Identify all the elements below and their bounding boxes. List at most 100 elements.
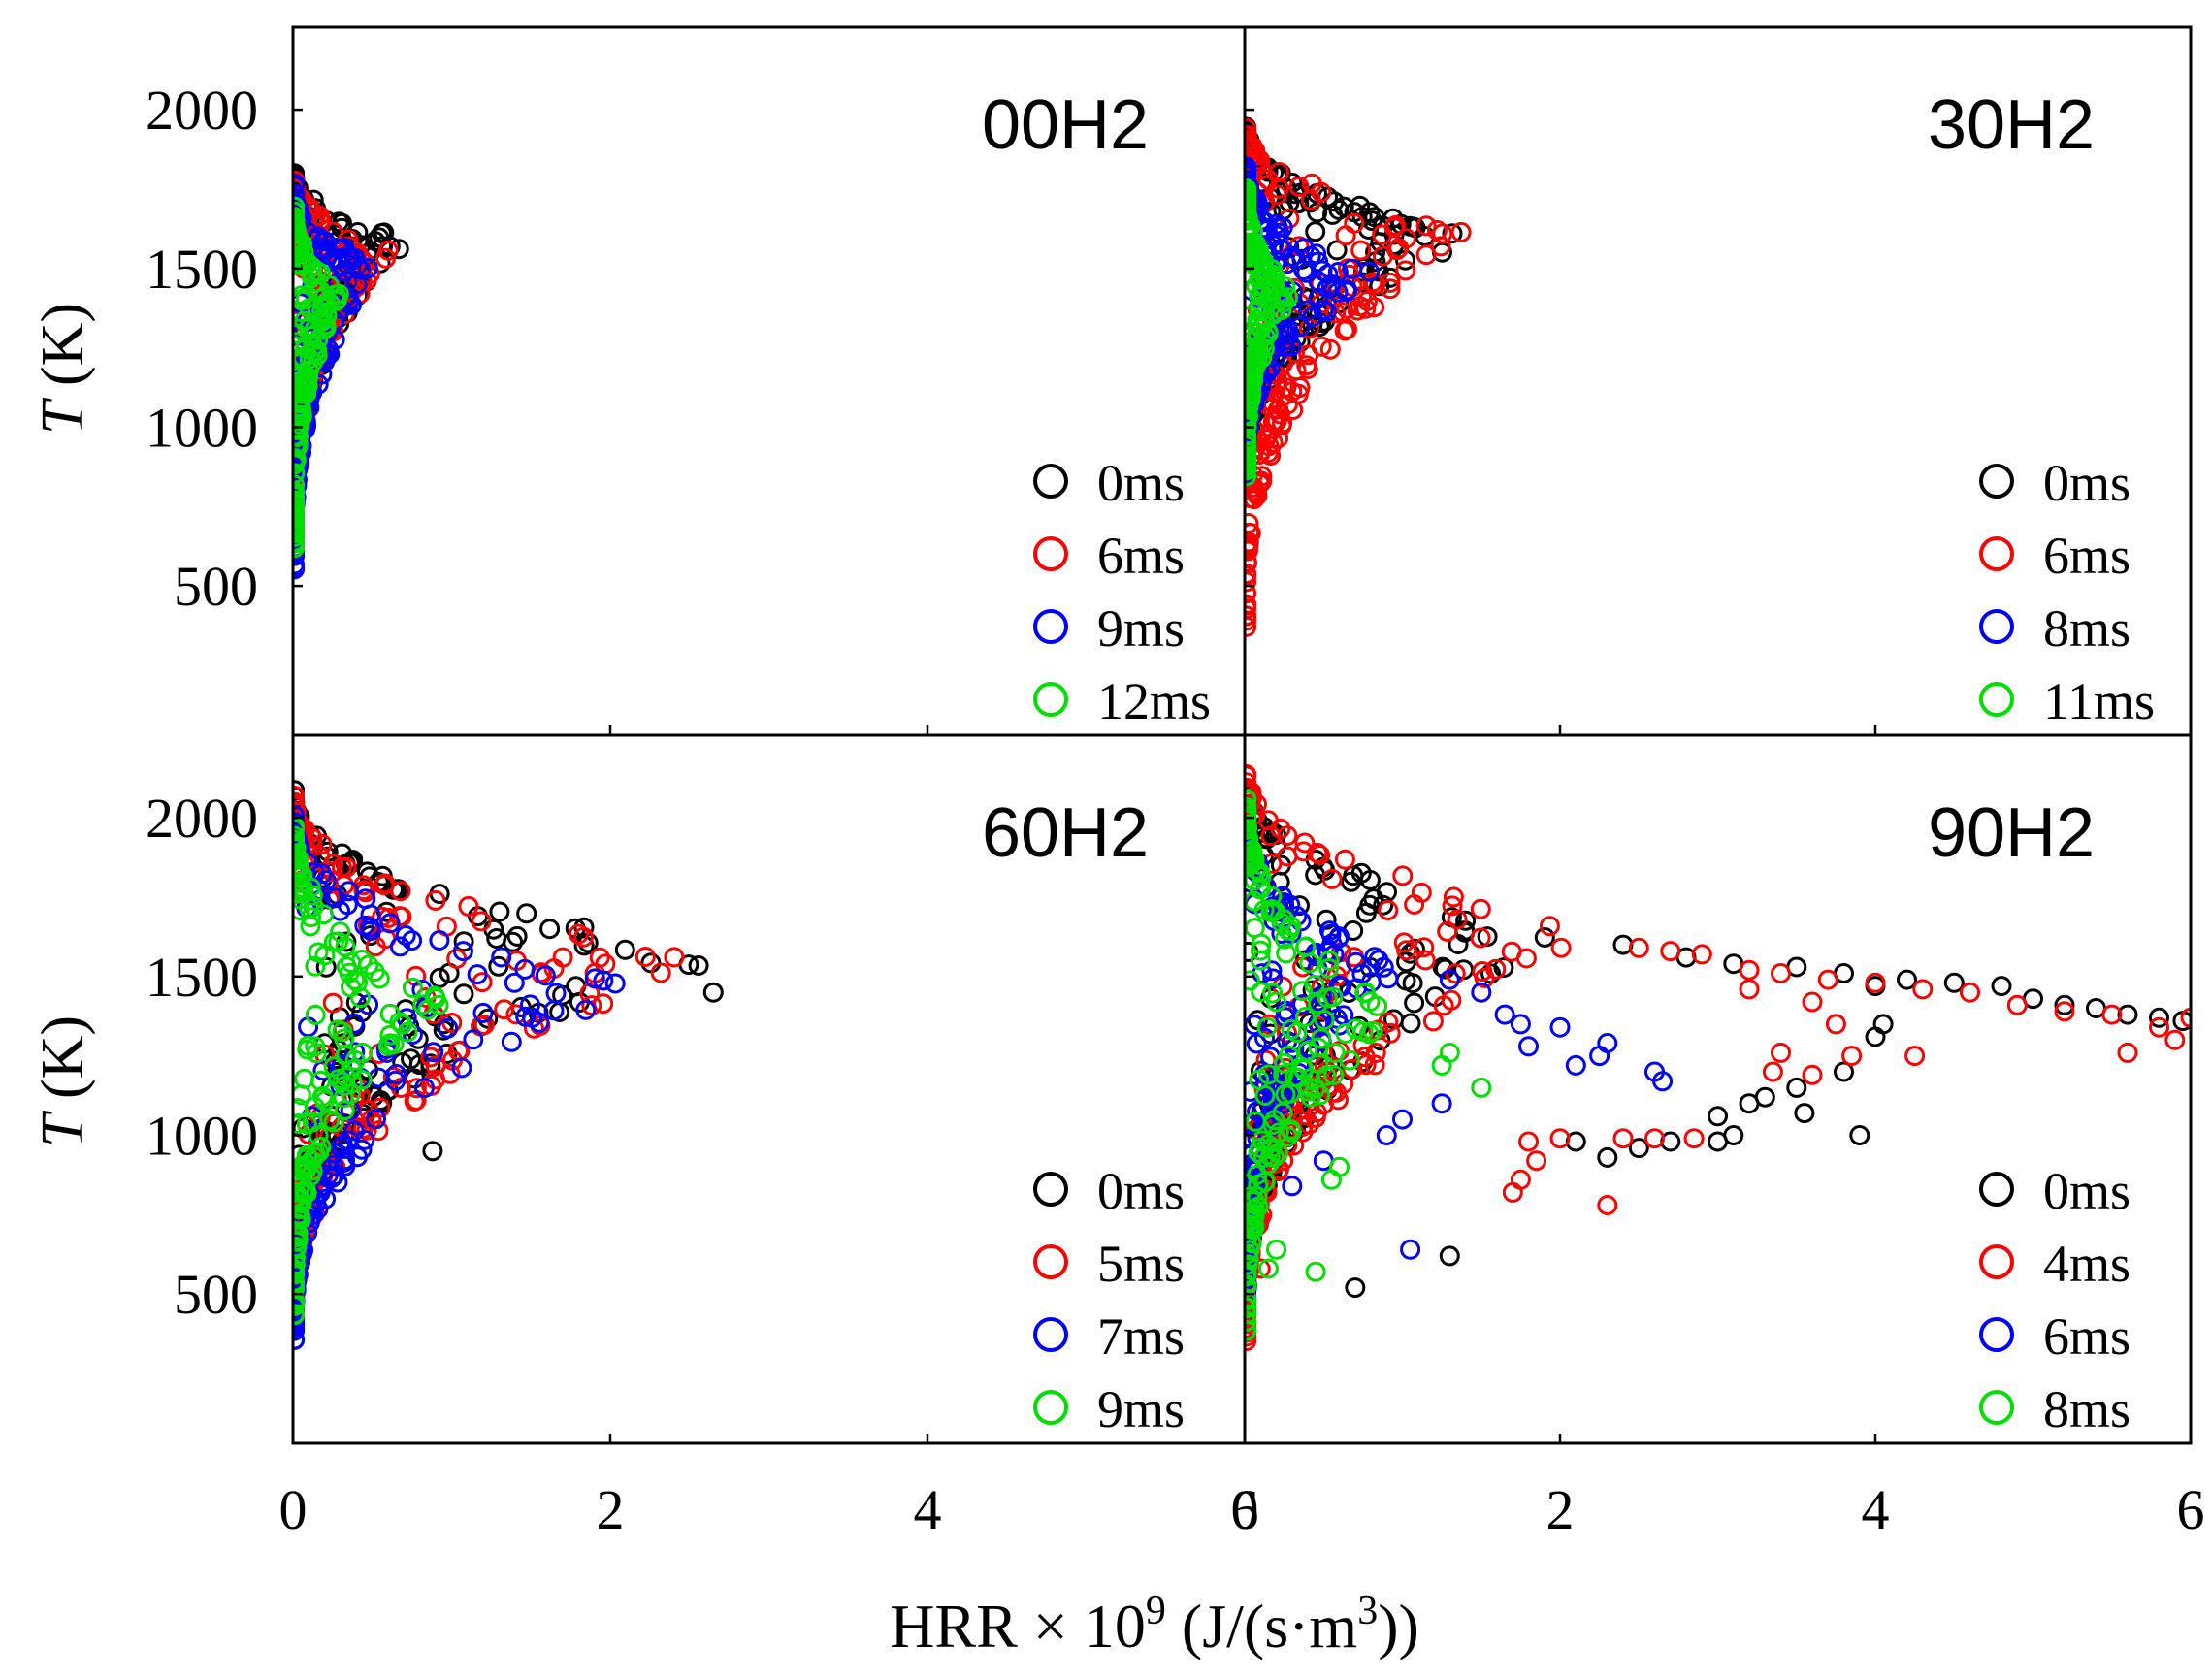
marker-60h2-7ms xyxy=(429,930,450,951)
marker-90h2-6ms xyxy=(1518,1036,1539,1057)
marker-00h2-12ms xyxy=(293,207,306,228)
y-tick-label-00h2: 1500 xyxy=(146,238,258,301)
marker-60h2-9ms xyxy=(293,1247,307,1269)
legend-label-30h2-6ms: 6ms xyxy=(2043,527,2131,585)
marker-90h2-4ms xyxy=(1364,1054,1385,1076)
marker-00h2-6ms xyxy=(356,270,377,291)
marker-90h2-8ms xyxy=(1318,950,1340,971)
marker-90h2-8ms xyxy=(1273,1064,1294,1085)
marker-90h2-4ms xyxy=(1442,895,1463,917)
marker-60h2-9ms xyxy=(304,1146,325,1168)
marker-30h2-0ms xyxy=(1442,223,1463,244)
marker-00h2-9ms xyxy=(319,343,341,365)
marker-90h2-6ms xyxy=(1392,1109,1413,1130)
marker-30h2-6ms xyxy=(1395,260,1416,281)
plot-area-60h2 xyxy=(293,780,724,1350)
marker-60h2-5ms xyxy=(634,947,656,967)
marker-90h2-0ms xyxy=(1355,902,1377,923)
marker-60h2-5ms xyxy=(439,1063,461,1084)
marker-60h2-7ms xyxy=(514,958,536,980)
series-60h2-9ms xyxy=(293,816,449,1326)
x-tick-label-90h2: 6 xyxy=(2177,1478,2205,1541)
marker-30h2-6ms xyxy=(1364,297,1385,318)
marker-90h2-6ms xyxy=(1510,1014,1531,1035)
marker-60h2-7ms xyxy=(347,1146,368,1168)
marker-90h2-0ms xyxy=(1834,1061,1854,1082)
marker-30h2-8ms xyxy=(1289,316,1311,338)
marker-90h2-8ms xyxy=(1314,1010,1335,1031)
marker-60h2-0ms xyxy=(503,931,524,952)
marker-90h2-8ms xyxy=(1245,1227,1258,1248)
marker-90h2-0ms xyxy=(1754,1086,1775,1108)
marker-60h2-9ms xyxy=(293,1304,306,1325)
marker-30h2-6ms xyxy=(1245,513,1259,533)
marker-00h2-12ms xyxy=(295,289,316,310)
marker-30h2-6ms xyxy=(1385,214,1406,236)
legend-marker-30h2-8ms xyxy=(1979,609,2014,644)
marker-00h2-12ms xyxy=(293,285,311,306)
marker-90h2-8ms xyxy=(1322,986,1344,1008)
marker-90h2-4ms xyxy=(1445,963,1466,984)
marker-30h2-8ms xyxy=(1245,156,1257,177)
marker-60h2-9ms xyxy=(379,1003,401,1024)
marker-90h2-8ms xyxy=(1276,943,1297,964)
marker-60h2-9ms xyxy=(294,1068,315,1089)
y-tick-label-60h2: 2000 xyxy=(146,787,258,850)
marker-60h2-7ms xyxy=(293,805,306,826)
marker-00h2-9ms xyxy=(334,238,355,258)
marker-30h2-11ms xyxy=(1268,289,1289,309)
legend-label-90h2-4ms: 4ms xyxy=(2043,1235,2131,1293)
marker-30h2-6ms xyxy=(1332,302,1353,323)
marker-90h2-4ms xyxy=(1518,1131,1539,1152)
marker-90h2-8ms xyxy=(1358,1023,1380,1045)
marker-30h2-11ms xyxy=(1245,374,1259,396)
y-tick-label-60h2: 1500 xyxy=(146,946,258,1009)
legend-label-00h2-12ms: 12ms xyxy=(1097,672,1211,730)
marker-90h2-4ms xyxy=(1825,1014,1846,1035)
marker-30h2-11ms xyxy=(1245,325,1261,346)
marker-90h2-8ms xyxy=(1245,836,1260,857)
series-30h2-11ms xyxy=(1245,178,1299,487)
scatter-layer xyxy=(293,116,2191,1352)
x-tick-label-60h2: 4 xyxy=(914,1478,942,1541)
marker-60h2-5ms xyxy=(353,880,374,901)
marker-90h2-6ms xyxy=(1400,1239,1421,1260)
marker-30h2-11ms xyxy=(1245,460,1257,481)
marker-60h2-7ms xyxy=(327,1172,348,1193)
marker-60h2-9ms xyxy=(293,1113,309,1134)
legend-marker-90h2-0ms xyxy=(1979,1172,2014,1207)
marker-90h2-8ms xyxy=(1439,1042,1460,1063)
marker-60h2-0ms xyxy=(453,983,474,1005)
legend-label-90h2-6ms: 6ms xyxy=(2043,1307,2131,1366)
marker-30h2-8ms xyxy=(1293,238,1315,259)
y-axis-label-top: T (K) xyxy=(30,303,96,435)
legend-label-00h2-6ms: 6ms xyxy=(1097,527,1185,585)
marker-90h2-4ms xyxy=(2006,994,2028,1015)
marker-60h2-7ms xyxy=(389,936,410,957)
marker-60h2-7ms xyxy=(332,1135,353,1156)
marker-60h2-0ms xyxy=(506,925,528,947)
marker-90h2-6ms xyxy=(1275,1007,1296,1028)
marker-90h2-0ms xyxy=(1943,972,1965,993)
legend-label-30h2-8ms: 8ms xyxy=(2043,599,2131,658)
marker-90h2-8ms xyxy=(1256,1016,1278,1038)
marker-60h2-9ms xyxy=(336,956,357,978)
marker-60h2-0ms xyxy=(573,935,595,956)
marker-60h2-5ms xyxy=(425,889,446,911)
marker-60h2-0ms xyxy=(614,939,635,960)
marker-90h2-8ms xyxy=(1259,1146,1281,1167)
marker-90h2-4ms xyxy=(1258,1014,1280,1035)
marker-90h2-4ms xyxy=(1510,1169,1531,1190)
marker-60h2-9ms xyxy=(328,1068,349,1089)
marker-60h2-0ms xyxy=(688,955,709,976)
marker-60h2-9ms xyxy=(293,1098,309,1119)
marker-90h2-4ms xyxy=(1470,898,1491,919)
marker-60h2-7ms xyxy=(472,1002,494,1023)
marker-30h2-6ms xyxy=(1311,181,1332,203)
marker-60h2-5ms xyxy=(323,854,343,875)
marker-90h2-8ms xyxy=(1250,950,1271,971)
marker-60h2-9ms xyxy=(327,1019,348,1041)
marker-90h2-4ms xyxy=(1321,868,1343,889)
marker-90h2-4ms xyxy=(1739,979,1760,1000)
